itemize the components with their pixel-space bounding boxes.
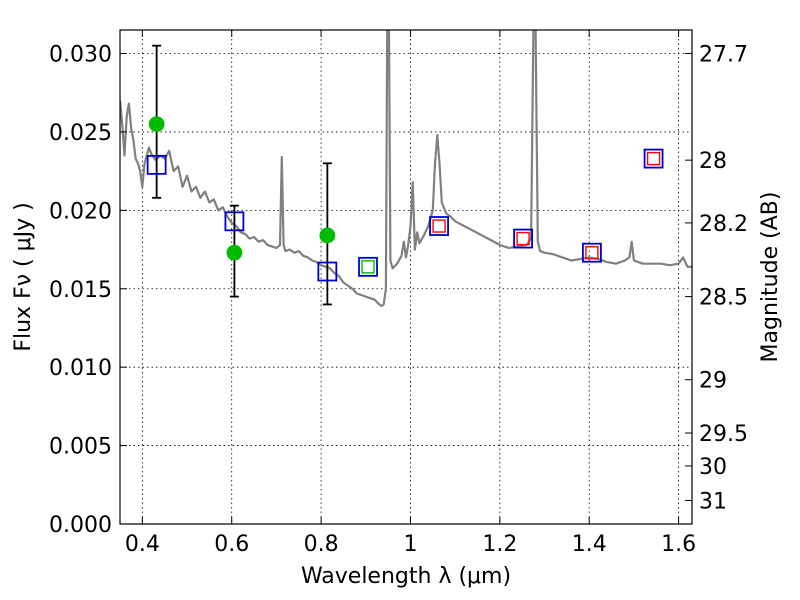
y-axis-label: Flux Fν ( μJy ) (11, 202, 36, 351)
observed-point (148, 116, 165, 132)
model-photometry-square (513, 228, 533, 249)
right-tick-label: 28.5 (699, 286, 748, 311)
filter-response-marker (646, 151, 661, 166)
x-tick-label: 1.6 (661, 532, 696, 557)
observed-points (148, 116, 336, 261)
observed-point (319, 227, 336, 244)
model-photometry-square (582, 242, 602, 263)
y-tick-label: 0.010 (49, 356, 112, 381)
plot-area (120, 30, 692, 524)
model-photometry-square (358, 256, 378, 277)
right-tick-label: 30 (699, 455, 727, 480)
x-axis-label: Wavelength λ (μm) (301, 564, 511, 589)
filter-response-marker (516, 231, 530, 246)
y-axis-ticks: 0.000 0.005 0.010 0.015 0.020 0.025 0.030 (49, 43, 127, 538)
right-tick-label: 28.2 (699, 212, 748, 237)
model-photometry-square (224, 211, 245, 232)
model-photometry-square (146, 154, 167, 175)
y-tick-label: 0.005 (49, 435, 112, 460)
x-tick-label: 0.4 (125, 532, 160, 557)
model-photometry-square (429, 216, 449, 236)
right-tick-label: 29 (699, 369, 727, 394)
right-tick-label: 31 (699, 489, 727, 514)
right-tick-label: 29.5 (699, 422, 748, 447)
plot-frame (119, 29, 693, 525)
x-tick-label: 1.2 (482, 532, 517, 557)
x-tick-label: 1.4 (572, 532, 607, 557)
x-axis-ticks: 0.4 0.6 0.8 1 1.2 1.4 1.6 (125, 30, 696, 557)
filter-response-marker (432, 219, 446, 233)
model-spectrum-line (120, 30, 692, 308)
model-photometry-square (317, 261, 338, 282)
right-tick-label: 28 (699, 149, 727, 174)
model-photometry-points (146, 148, 664, 282)
y-tick-label: 0.015 (49, 278, 112, 303)
filter-response-marker (361, 260, 375, 274)
y-tick-label: 0.020 (49, 199, 112, 224)
x-tick-label: 0.8 (304, 532, 339, 557)
model-photometry-square (643, 148, 664, 169)
observed-point (226, 244, 243, 261)
right-axis-label: Magnitude (AB) (758, 192, 783, 363)
plot-content (120, 30, 692, 308)
right-axis-ticks: 27.7 28 28.2 28.5 29 29.5 30 31 (685, 43, 748, 514)
y-tick-label: 0.025 (49, 121, 112, 146)
x-tick-label: 1 (403, 532, 417, 557)
x-tick-label: 0.6 (214, 532, 249, 557)
right-tick-label: 27.7 (699, 43, 748, 68)
y-tick-label: 0.000 (49, 513, 112, 538)
filter-response-marker (585, 245, 599, 260)
y-tick-label: 0.030 (49, 43, 112, 68)
